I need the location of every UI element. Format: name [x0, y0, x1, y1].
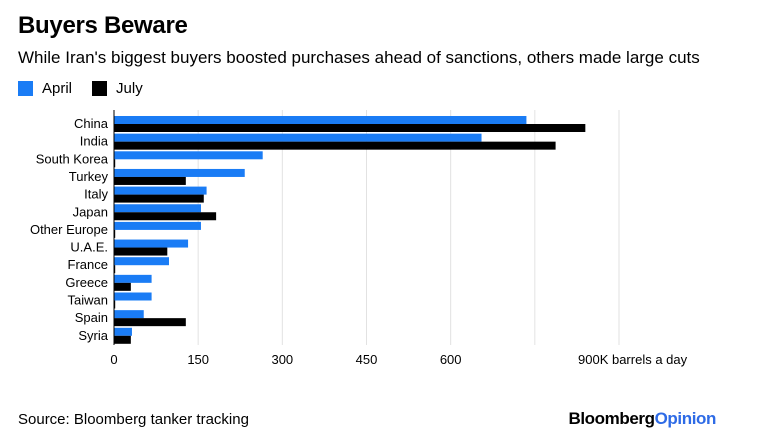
category-label: Turkey	[69, 169, 109, 184]
brand-bloomberg: Bloomberg	[568, 409, 655, 428]
legend-label-april: April	[42, 80, 73, 97]
legend-item-july: July	[92, 80, 143, 97]
x-tick-label: 600	[440, 352, 462, 367]
legend-item-april: April	[18, 80, 72, 97]
bar-april	[114, 116, 527, 124]
bar-april	[114, 274, 152, 283]
category-label: India	[80, 134, 109, 149]
bar-july	[114, 265, 116, 274]
category-label: Japan	[73, 204, 108, 219]
bar-april	[114, 221, 201, 230]
legend-swatch-april	[18, 81, 33, 96]
bar-july	[114, 300, 116, 309]
bar-july	[114, 124, 586, 132]
bar-april	[114, 133, 482, 142]
category-label: Greece	[65, 275, 108, 290]
chart-subtitle: While Iran's biggest buyers boosted purc…	[18, 48, 700, 67]
bar-april	[114, 186, 207, 195]
legend: April July	[18, 80, 163, 97]
category-label: U.A.E.	[70, 240, 108, 255]
category-label: Taiwan	[68, 293, 108, 308]
bar-july	[114, 159, 116, 168]
bar-april	[114, 204, 201, 213]
category-label: Syria	[78, 328, 108, 343]
bar-july	[114, 229, 116, 238]
category-label: Other Europe	[30, 222, 108, 237]
bar-july	[114, 335, 131, 344]
bar-april	[114, 257, 169, 266]
bar-july	[114, 194, 204, 203]
category-label: France	[68, 257, 108, 272]
bar-chart: 0 150 300 450 600 900K barrels a day China Indi…	[30, 110, 688, 367]
x-tick-label: 150	[187, 352, 209, 367]
category-label: China	[74, 116, 109, 131]
x-tick-label: 450	[356, 352, 378, 367]
x-tick-label: 0	[110, 352, 117, 367]
bar-april	[114, 310, 144, 319]
category-label: Italy	[84, 187, 108, 202]
legend-swatch-july	[92, 81, 108, 96]
bar-april	[114, 327, 132, 336]
x-tick-label: 300	[271, 352, 293, 367]
bar-july	[114, 176, 186, 185]
bar-july	[114, 212, 217, 221]
bar-april	[114, 292, 152, 301]
bar-april	[114, 151, 263, 160]
brand-opinion: Opinion	[654, 409, 717, 428]
brand-logo: BloombergOpinion	[568, 409, 716, 429]
bar-july	[114, 247, 168, 256]
category-label: South Korea	[36, 151, 109, 166]
category-label: Spain	[75, 310, 108, 325]
x-tick-label: 900K barrels a day	[578, 352, 688, 367]
chart-title: Buyers Beware	[18, 12, 188, 39]
bar-july	[114, 318, 186, 327]
bar-april	[114, 239, 189, 248]
bar-july	[114, 141, 556, 150]
legend-label-july: July	[116, 80, 143, 97]
bar-april	[114, 168, 245, 177]
source-note: Source: Bloomberg tanker tracking	[18, 411, 249, 428]
bar-july	[114, 282, 131, 291]
